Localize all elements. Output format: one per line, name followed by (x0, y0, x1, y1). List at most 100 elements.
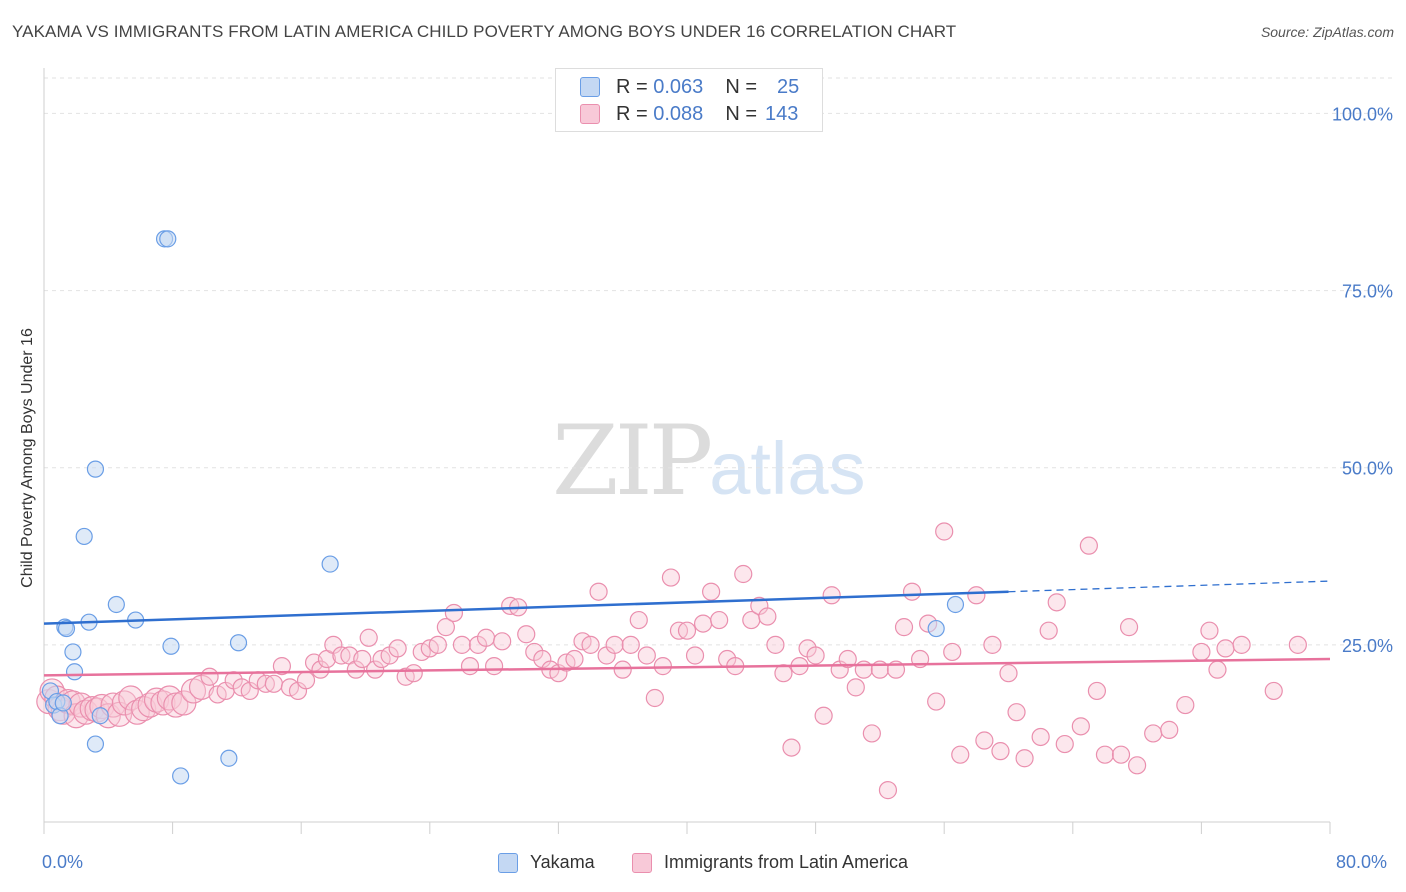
legend-swatch-immigrants (580, 104, 600, 124)
series-immigrants-points (36, 522, 1307, 800)
immigrants-point (814, 706, 833, 725)
legend-item-immigrants-swatch (632, 852, 652, 873)
immigrants-point (272, 657, 292, 676)
immigrants-point (1047, 593, 1066, 612)
immigrants-point (758, 607, 777, 626)
immigrants-point (460, 657, 480, 676)
immigrants-point (677, 621, 697, 640)
yakama-point (220, 749, 238, 767)
legend-item-immigrants: Immigrants from Latin America (632, 852, 908, 873)
immigrants-point (975, 731, 994, 750)
immigrants-point (846, 678, 865, 697)
yakama-point (75, 527, 93, 546)
axes (43, 68, 1331, 834)
yakama-point (54, 694, 72, 712)
immigrants-point (163, 692, 189, 718)
legend-item-yakama-label: Yakama (530, 852, 595, 872)
immigrants-point (943, 642, 962, 662)
immigrants-point (927, 692, 946, 711)
immigrants-point (661, 568, 681, 587)
immigrants-point (645, 688, 664, 708)
immigrants-point (589, 582, 608, 601)
legend-row-yakama: R = 0.063 N = 25 (580, 75, 799, 99)
immigrants-point (452, 635, 472, 654)
immigrants-point (1144, 724, 1163, 743)
legend-r-value: 0.088 (653, 102, 704, 125)
immigrants-trend-line (43, 657, 1331, 677)
immigrants-point (565, 649, 584, 669)
immigrants-point (1160, 720, 1179, 739)
yakama-point (229, 634, 248, 652)
yakama-trend-extension (1008, 580, 1331, 593)
legend-r-label: R = (616, 102, 648, 125)
y-tick-label: 75.0% (1342, 282, 1393, 302)
immigrants-point (902, 582, 922, 601)
immigrants-point (581, 635, 600, 654)
immigrants-point (693, 614, 713, 633)
gridlines (44, 77, 1394, 646)
legend-r-label: R = (616, 75, 648, 98)
immigrants-point (951, 745, 970, 764)
immigrants-point (983, 635, 1002, 654)
yakama-trend-line (43, 590, 1009, 625)
immigrants-point (118, 685, 144, 711)
watermark: ZIPatlas (552, 405, 866, 517)
immigrants-point (428, 635, 447, 654)
immigrants-point (1087, 681, 1107, 701)
immigrants-point (894, 618, 914, 637)
yakama-point (321, 555, 339, 573)
y-tick-label: 25.0% (1342, 636, 1393, 656)
yakama-point (162, 637, 180, 655)
immigrants-point (734, 564, 753, 584)
yakama-point (927, 619, 945, 638)
legend-n-value: 25 (777, 75, 800, 98)
immigrants-point (404, 664, 423, 683)
immigrants-point (493, 632, 512, 651)
immigrants-point (131, 696, 157, 722)
immigrants-point (685, 646, 705, 665)
immigrants-point (653, 657, 672, 676)
immigrants-point (1264, 681, 1283, 701)
immigrants-point (359, 628, 378, 647)
immigrants-point (991, 742, 1010, 761)
immigrants-point (1007, 703, 1026, 722)
immigrants-point (967, 586, 986, 605)
immigrants-point (1192, 642, 1211, 662)
immigrants-point (999, 664, 1018, 683)
yakama-point (65, 663, 84, 681)
yakama-point (91, 707, 109, 725)
immigrants-point (862, 724, 881, 743)
legend-swatch-yakama (580, 77, 600, 97)
yakama-point (64, 643, 82, 661)
immigrants-point (621, 635, 640, 654)
yakama-point (946, 595, 965, 614)
immigrants-point (485, 657, 504, 676)
immigrants-point (296, 671, 316, 690)
immigrants-point (822, 586, 841, 605)
x-tick-label-min: 0.0% (42, 852, 84, 872)
watermark-atlas: atlas (709, 427, 866, 510)
immigrants-point (444, 603, 464, 623)
yakama-point (107, 595, 125, 614)
legend-item-yakama: Yakama (498, 852, 595, 873)
immigrants-point (878, 781, 898, 800)
source-attribution: Source: ZipAtlas.com (1260, 24, 1394, 40)
immigrants-point (1232, 635, 1251, 654)
immigrants-point (1127, 756, 1147, 775)
immigrants-point (806, 646, 825, 665)
immigrants-point (1095, 745, 1115, 764)
x-tick-label-max: 80.0% (1336, 852, 1388, 872)
trend-lines (43, 580, 1331, 677)
legend-r-value: 0.063 (653, 75, 704, 98)
immigrants-point (710, 610, 729, 630)
correlation-legend: R = 0.063 N = 25 R = 0.088 N = 143 (555, 68, 823, 132)
yakama-point (172, 767, 190, 785)
immigrants-point (1079, 536, 1098, 555)
immigrants-point (613, 660, 632, 679)
yakama-point (57, 619, 76, 638)
legend-item-yakama-swatch (498, 852, 518, 873)
immigrants-point (200, 667, 219, 686)
immigrants-point (935, 522, 954, 541)
immigrants-point (702, 582, 721, 601)
immigrants-point (637, 646, 656, 665)
